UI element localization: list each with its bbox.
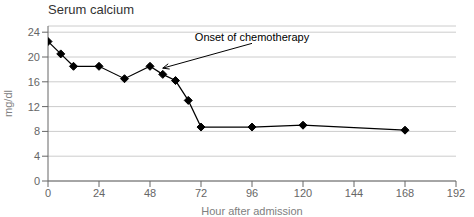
svg-text:12: 12 bbox=[28, 101, 40, 113]
svg-text:Hour after admission: Hour after admission bbox=[201, 205, 303, 217]
svg-text:192: 192 bbox=[447, 187, 465, 199]
svg-text:24: 24 bbox=[28, 26, 40, 38]
svg-text:24: 24 bbox=[93, 187, 105, 199]
svg-text:48: 48 bbox=[144, 187, 156, 199]
svg-text:96: 96 bbox=[246, 187, 258, 199]
svg-text:20: 20 bbox=[28, 51, 40, 63]
svg-text:168: 168 bbox=[396, 187, 414, 199]
svg-text:mg/dl: mg/dl bbox=[8, 90, 14, 117]
svg-text:0: 0 bbox=[34, 175, 40, 187]
svg-text:120: 120 bbox=[294, 187, 312, 199]
html-text:Serum calcium: Serum calcium bbox=[48, 2, 134, 17]
svg-text:0: 0 bbox=[45, 187, 51, 199]
svg-text:Onset of chemotherapy: Onset of chemotherapy bbox=[195, 31, 310, 43]
svg-text:144: 144 bbox=[345, 187, 363, 199]
svg-text:16: 16 bbox=[28, 76, 40, 88]
svg-text:4: 4 bbox=[34, 150, 40, 162]
svg-text:72: 72 bbox=[195, 187, 207, 199]
svg-text:8: 8 bbox=[34, 125, 40, 137]
